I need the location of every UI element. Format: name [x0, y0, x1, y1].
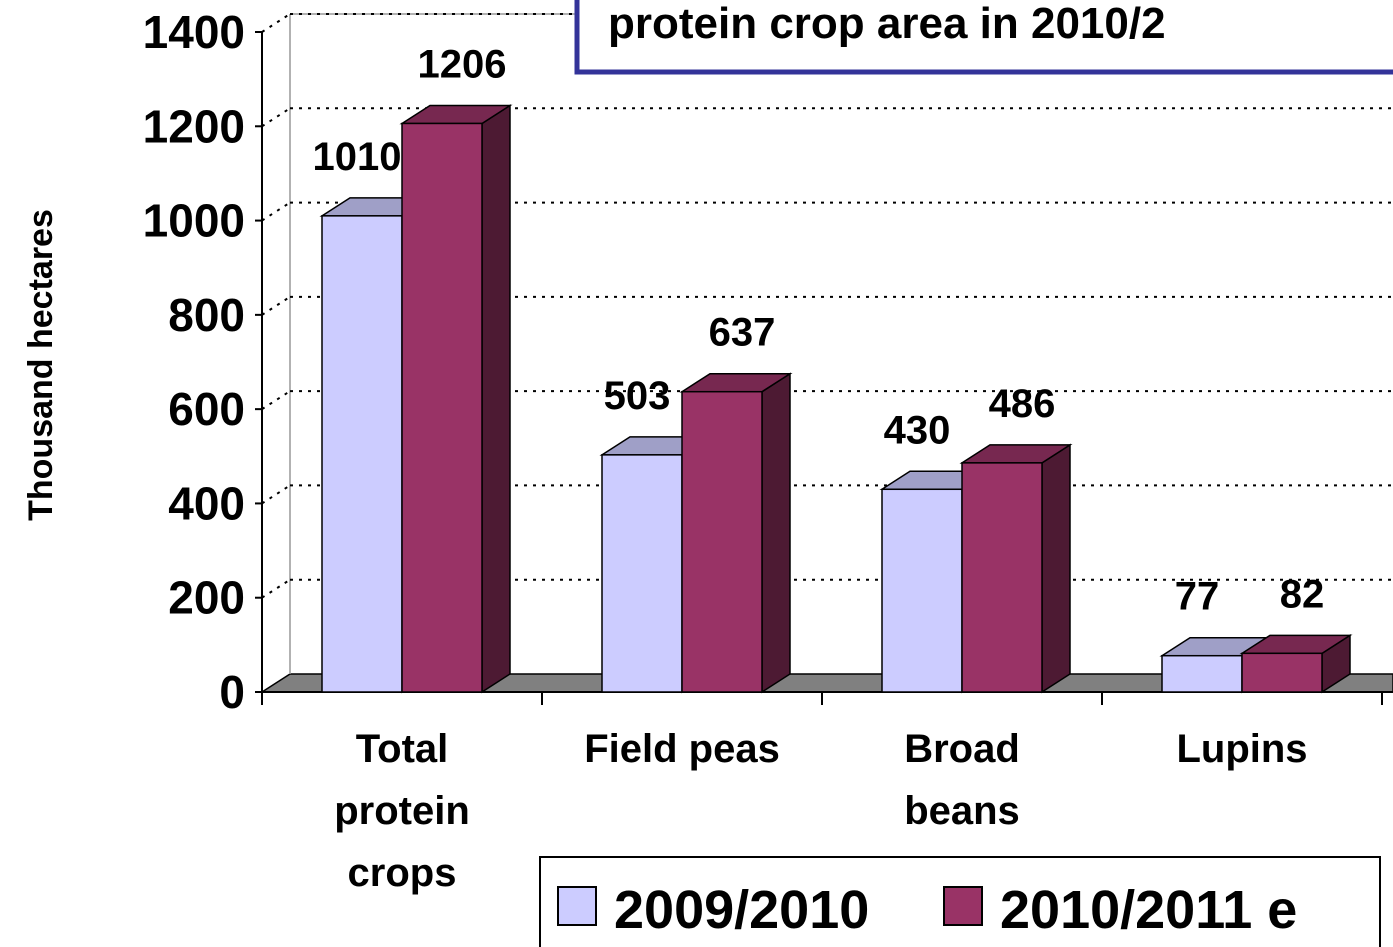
value-label: 503 — [604, 374, 671, 418]
y-tick-label: 1000 — [143, 195, 245, 247]
y-tick-label: 600 — [168, 383, 245, 435]
x-tick-label: Total — [356, 727, 449, 771]
plot: 0 200 400 600 800 1000 1200 1400 Total protein cro… — [143, 6, 1393, 895]
y-tick-label: 400 — [168, 477, 245, 529]
legend-label: 2009/2010 — [614, 880, 869, 940]
bar — [601, 454, 683, 693]
grid-line — [261, 13, 291, 33]
value-label: 77 — [1175, 575, 1220, 619]
grid-line — [261, 107, 291, 128]
legend: 2009/2010 2010/2011 e — [557, 880, 1297, 940]
value-label: 82 — [1280, 572, 1325, 616]
x-tick-label: Field peas — [584, 727, 780, 771]
y-tick-label: 1400 — [143, 6, 245, 58]
value-label: 430 — [884, 408, 951, 452]
value-label: 486 — [989, 382, 1056, 426]
x-tick-label: protein — [334, 789, 470, 833]
legend-swatch — [557, 886, 597, 926]
title-box — [574, 0, 1393, 75]
x-tick-label: Lupins — [1176, 727, 1307, 771]
value-label: 1206 — [418, 42, 507, 86]
grid-line — [261, 578, 291, 599]
grid-line — [261, 484, 291, 505]
grid-line — [261, 296, 291, 316]
chart-title: protein crop area in 2010/2 — [608, 0, 1166, 48]
bar — [321, 215, 403, 693]
y-axis-label: Thousand hectares — [22, 209, 60, 521]
x-tick-label: Broad — [904, 727, 1020, 771]
x-tick-label: beans — [904, 789, 1020, 833]
value-label: 637 — [709, 311, 776, 355]
bar — [961, 462, 1043, 693]
y-tick-label: 1200 — [143, 100, 245, 152]
y-tick-label: 0 — [219, 666, 245, 718]
bar-side — [1041, 443, 1071, 694]
grid-line — [261, 390, 291, 410]
bar — [681, 390, 763, 693]
bar-side — [761, 372, 791, 694]
bar — [881, 488, 963, 693]
value-label: 1010 — [313, 135, 402, 179]
x-tick-label: crops — [348, 851, 457, 895]
legend-label: 2010/2011 e — [1000, 880, 1297, 940]
bar — [401, 122, 483, 693]
bar-side — [481, 104, 511, 694]
grid-line — [261, 201, 291, 222]
y-tick-label: 200 — [168, 572, 245, 624]
bar — [1161, 654, 1243, 693]
y-tick-label: 800 — [168, 289, 245, 341]
legend-swatch — [943, 886, 983, 926]
bar — [1241, 652, 1323, 693]
